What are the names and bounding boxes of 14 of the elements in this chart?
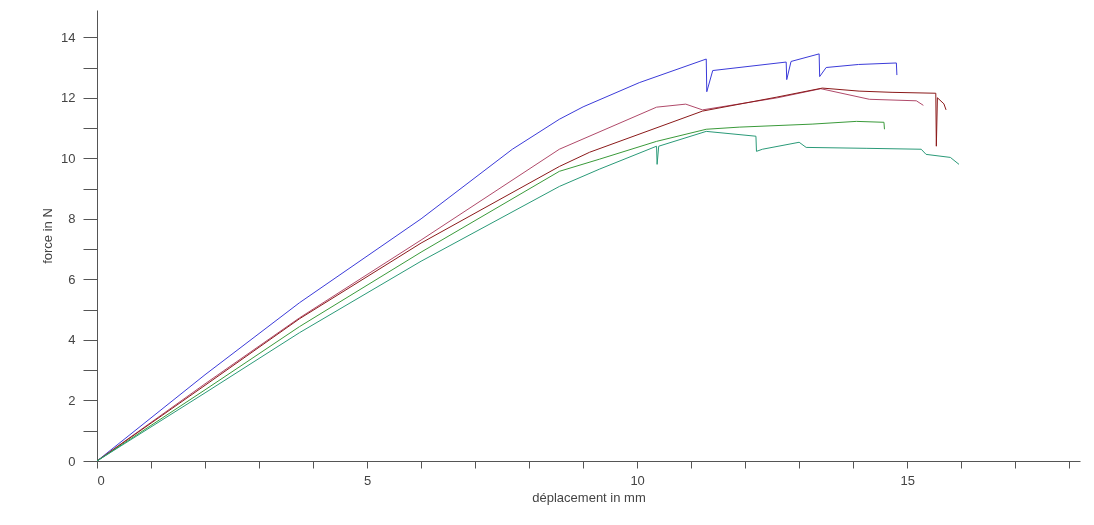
y-tick-label: 2 <box>68 392 76 408</box>
x-tick-label: 0 <box>97 472 105 488</box>
y-tick-label: 0 <box>68 453 76 469</box>
y-tick-label: 10 <box>61 150 76 166</box>
y-tick-label: 4 <box>68 332 76 348</box>
y-tick-label: 6 <box>68 271 76 287</box>
x-tick-label: 15 <box>900 472 915 488</box>
y-tick-label: 8 <box>68 211 76 227</box>
x-tick-label: 10 <box>630 472 645 488</box>
x-tick-label: 5 <box>363 472 372 488</box>
x-axis-title: déplacement in mm <box>532 489 646 505</box>
y-tick-label: 14 <box>61 29 76 45</box>
y-axis-title: force in N <box>40 208 56 264</box>
y-tick-label: 12 <box>61 90 76 106</box>
